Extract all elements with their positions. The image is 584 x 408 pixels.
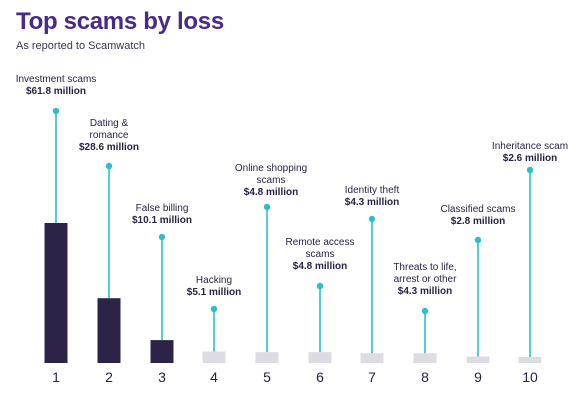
- value-label-3: $10.1 million: [132, 215, 192, 226]
- value-label-1: $61.8 million: [26, 86, 86, 97]
- x-tick-label-4: 4: [210, 369, 218, 385]
- category-label-7-line-1: Identity theft: [345, 185, 400, 196]
- x-tick-label-6: 6: [316, 369, 324, 385]
- chart-subtitle: As reported to Scamwatch: [16, 40, 146, 52]
- value-label-2: $28.6 million: [79, 142, 139, 153]
- x-tick-label-5: 5: [263, 369, 271, 385]
- category-label-8-line-2: arrest or other: [394, 274, 457, 285]
- bar-9: [466, 356, 490, 363]
- category-label-4-line-1: Hacking: [196, 275, 232, 286]
- stem-dot-3: [158, 233, 166, 241]
- stem-dot-9: [474, 236, 482, 244]
- bar-8: [413, 353, 437, 363]
- category-label-6-line-2: scams: [306, 249, 335, 260]
- category-label-1-line-1: Investment scams: [16, 74, 97, 85]
- stem-dot-5: [263, 203, 271, 211]
- stem-dot-10: [526, 166, 534, 174]
- category-label-2-line-2: romance: [90, 130, 129, 141]
- value-label-7: $4.3 million: [345, 197, 399, 208]
- stem-dot-1: [52, 107, 60, 115]
- category-label-3-line-1: False billing: [136, 203, 189, 214]
- bar-2: [97, 298, 121, 363]
- x-tick-label-10: 10: [522, 369, 538, 385]
- x-tick-label-1: 1: [52, 369, 60, 385]
- x-tick-label-7: 7: [368, 369, 376, 385]
- x-tick-label-9: 9: [474, 369, 482, 385]
- category-label-5-line-1: Online shopping: [235, 163, 307, 174]
- bar-3: [150, 340, 174, 363]
- chart-title: Top scams by loss: [16, 8, 224, 35]
- value-label-9: $2.8 million: [451, 216, 505, 227]
- category-label-8-line-1: Threats to life,: [393, 262, 456, 273]
- stem-dot-2: [105, 162, 113, 170]
- x-tick-label-2: 2: [105, 369, 113, 385]
- x-tick-label-8: 8: [421, 369, 429, 385]
- x-tick-label-3: 3: [158, 369, 166, 385]
- category-label-9-line-1: Classified scams: [440, 204, 515, 215]
- value-label-5: $4.8 million: [244, 187, 298, 198]
- bar-6: [308, 352, 332, 363]
- value-label-8: $4.3 million: [398, 286, 452, 297]
- category-label-2-line-1: Dating &: [90, 118, 129, 129]
- category-label-6-line-1: Remote access: [286, 237, 355, 248]
- bar-10: [518, 357, 542, 363]
- bar-4: [202, 351, 226, 363]
- value-label-10: $2.6 million: [503, 153, 557, 164]
- category-label-5-line-2: scams: [257, 175, 286, 186]
- category-label-10-line-1: Inheritance scam: [492, 141, 568, 152]
- stem-dot-4: [210, 305, 218, 313]
- value-label-4: $5.1 million: [187, 287, 241, 298]
- stem-dot-7: [368, 215, 376, 223]
- stem-dot-6: [316, 282, 324, 290]
- bar-5: [255, 352, 279, 363]
- bar-1: [44, 223, 68, 363]
- stem-dot-8: [421, 307, 429, 315]
- value-label-6: $4.8 million: [293, 261, 347, 272]
- bar-7: [360, 353, 384, 363]
